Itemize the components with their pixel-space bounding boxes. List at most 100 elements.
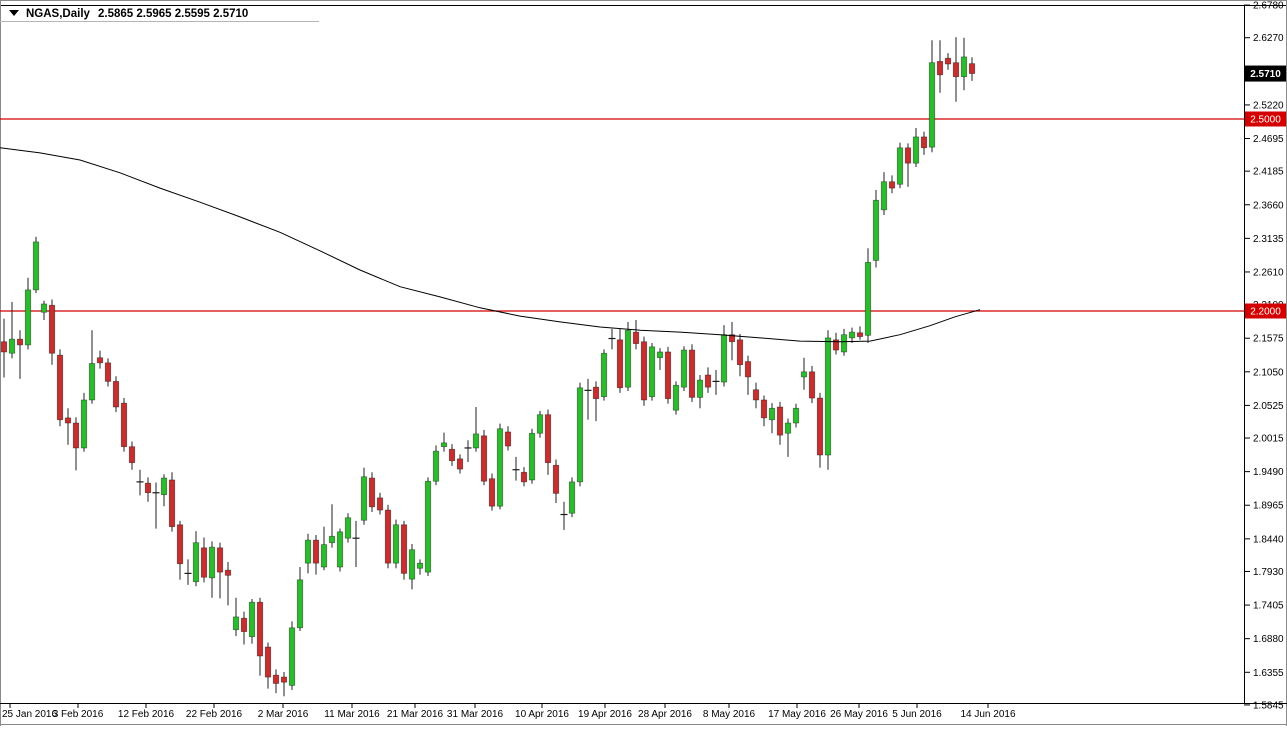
candle-body-up	[440, 442, 448, 448]
candle	[712, 369, 720, 395]
candle-body-down	[448, 448, 456, 462]
price-tick-label: 2.3660	[1253, 200, 1284, 211]
price-tick-label: 1.5845	[1253, 700, 1284, 711]
date-tick-label: 8 May 2016	[703, 709, 756, 720]
candle-body-down	[272, 674, 280, 684]
candle-body-down	[16, 338, 24, 346]
candle	[32, 236, 40, 294]
chart-title-group: NGAS,Daily 2.5865 2.5965 2.5595 2.5710	[9, 8, 248, 20]
candle	[112, 376, 120, 413]
date-tick-label: 17 May 2016	[768, 709, 826, 720]
candle	[592, 381, 600, 422]
candle-body-down	[400, 524, 408, 574]
candle-body-down	[56, 354, 64, 421]
candle	[648, 343, 656, 401]
price-tick-label: 1.9490	[1253, 467, 1284, 478]
candle	[584, 378, 592, 420]
candle	[848, 327, 856, 343]
candle-body-up	[472, 433, 480, 449]
candle	[296, 567, 304, 631]
candle	[744, 355, 752, 395]
date-tick-label: 28 Apr 2016	[638, 709, 692, 720]
candle-body-up	[232, 616, 240, 631]
candle-body-down	[968, 63, 976, 74]
candle	[536, 410, 544, 438]
candle	[952, 37, 960, 102]
candle-body-up	[784, 422, 792, 434]
candle-body-up	[960, 56, 968, 78]
candle-body-down	[664, 351, 672, 400]
candle-body-up	[824, 337, 832, 456]
candle-body-down	[952, 62, 960, 78]
candle-body-down	[456, 458, 464, 470]
candle-body-up	[416, 562, 424, 569]
collapse-triangle-icon[interactable]	[9, 10, 19, 16]
candle-body-up	[32, 241, 40, 291]
candle-body-up	[896, 147, 904, 185]
candle	[88, 330, 96, 404]
candle	[424, 477, 432, 576]
moving-average-line[interactable]	[0, 147, 981, 343]
candle-body-down	[856, 332, 864, 337]
candle-body-down	[112, 381, 120, 408]
hline-price-labels-layer: 2.5000 2.2000	[1245, 111, 1286, 319]
candle-body-up	[160, 477, 168, 496]
candle-body-down	[760, 399, 768, 419]
ohlc-quote-values: 2.5865 2.5965 2.5595 2.5710	[98, 8, 248, 20]
candle	[488, 473, 496, 511]
candle-body-up	[872, 199, 880, 261]
candle	[936, 40, 944, 93]
current-price-tag-label: 2.5710	[1250, 69, 1281, 80]
candle-body-down	[728, 334, 736, 343]
candle	[408, 543, 416, 590]
candle	[800, 357, 808, 390]
candle	[120, 398, 128, 452]
candle	[448, 444, 456, 466]
horizontal-lines-layer	[0, 118, 1244, 312]
candle	[304, 533, 312, 574]
candle-body-down	[520, 471, 528, 483]
candle-body-up	[528, 432, 536, 481]
candle	[616, 328, 624, 393]
candle-body-down	[72, 422, 80, 449]
candle-body-down	[480, 435, 488, 482]
candle-body-down	[904, 147, 912, 164]
candle-body-down	[688, 349, 696, 398]
candle-body-up	[496, 428, 504, 507]
candle-body-up	[304, 539, 312, 564]
candle	[64, 408, 72, 445]
candle	[904, 143, 912, 187]
candle-body-up	[40, 303, 48, 313]
price-tick-label: 2.6780	[1253, 1, 1284, 12]
candle	[152, 482, 160, 529]
candle-body-down	[504, 431, 512, 447]
date-tick-label: 25 Jan 2016	[2, 709, 57, 720]
candle-body-down	[920, 136, 928, 149]
candle-body-down	[832, 339, 840, 351]
candle	[464, 440, 472, 463]
candle-body-up	[24, 289, 32, 346]
candle-body-down	[280, 676, 288, 683]
candle	[344, 513, 352, 543]
candle-body-down	[544, 414, 552, 464]
date-tick-label: 26 May 2016	[830, 709, 888, 720]
candle-body-up	[320, 544, 328, 568]
candle	[928, 40, 936, 153]
candle-body-down	[632, 331, 640, 345]
candle	[704, 367, 712, 393]
candle	[600, 349, 608, 401]
candle	[896, 142, 904, 189]
candle-body-down	[176, 524, 184, 565]
candle	[96, 350, 104, 369]
candle-body-up	[576, 387, 584, 483]
candle-body-down	[104, 362, 112, 382]
candle	[760, 395, 768, 427]
candle	[960, 37, 968, 91]
price-tick-label: 2.5220	[1253, 100, 1284, 111]
price-tick-label: 1.8965	[1253, 501, 1284, 512]
candle	[440, 432, 448, 452]
symbol-period-label: NGAS,Daily	[26, 8, 91, 20]
candle	[808, 366, 816, 404]
candle-body-up	[864, 261, 872, 336]
candle-body-up	[912, 136, 920, 164]
